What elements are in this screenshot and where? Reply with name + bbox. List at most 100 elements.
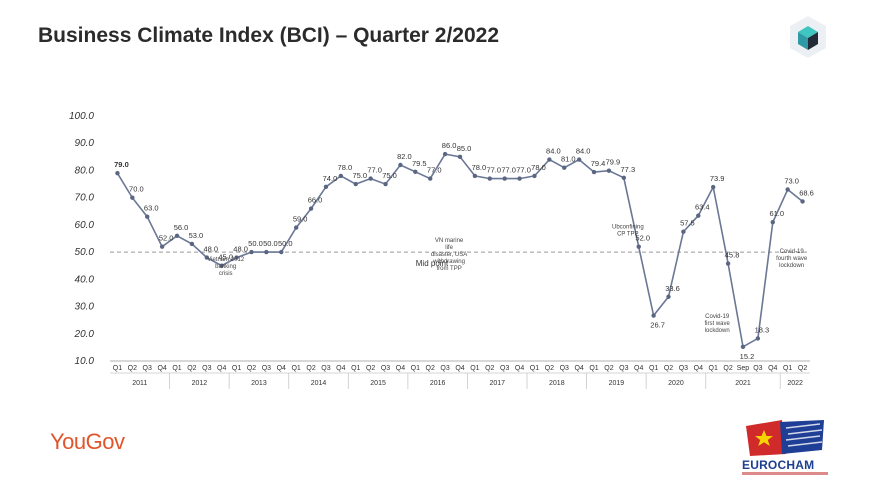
y-tick-label: 50.0 <box>75 247 95 258</box>
x-tick-label: Q2 <box>247 365 256 372</box>
data-point <box>174 233 180 238</box>
x-tick-label: Q1 <box>530 365 539 372</box>
data-point <box>740 344 746 350</box>
midpoint-label: Mid point <box>416 259 449 268</box>
x-tick-label: Q1 <box>172 365 181 372</box>
data-label: 86.0 <box>442 141 457 150</box>
x-tick-label: Q4 <box>157 365 166 372</box>
x-year-label: 2011 <box>132 380 147 387</box>
x-tick-label: Q3 <box>679 365 688 372</box>
x-year-label: 2022 <box>787 380 803 387</box>
data-label: 56.0 <box>174 223 189 232</box>
data-point <box>293 225 299 230</box>
data-point <box>323 184 329 189</box>
data-point <box>353 181 358 187</box>
data-label: 73.9 <box>710 174 725 183</box>
data-point <box>204 255 210 260</box>
data-label: 18.3 <box>755 325 770 334</box>
x-tick-label: Q2 <box>723 365 732 372</box>
data-label: 53.0 <box>189 231 204 240</box>
x-tick-label: Q3 <box>753 365 762 372</box>
data-label: 57.5 <box>680 219 695 228</box>
y-tick-label: 10.0 <box>75 356 95 367</box>
x-tick-label: Q4 <box>396 365 405 372</box>
data-point <box>308 206 314 211</box>
x-tick-label: Q2 <box>306 365 315 372</box>
data-point <box>547 157 552 162</box>
data-point <box>800 199 805 204</box>
data-label: 63.4 <box>695 203 710 212</box>
data-label: 78.0 <box>531 163 546 172</box>
data-point <box>368 176 373 181</box>
x-year-label: 2015 <box>370 380 386 387</box>
yougov-logo: YouGov <box>50 429 125 454</box>
x-tick-label: Q4 <box>277 365 286 372</box>
data-point <box>487 176 492 181</box>
y-tick-label: 80.0 <box>75 165 95 176</box>
data-label: 52.0 <box>635 234 650 243</box>
data-label: 48.0 <box>204 245 219 254</box>
data-label: 77.3 <box>621 165 636 174</box>
data-point <box>428 176 433 181</box>
chart-title: Business Climate Index (BCI) – Quarter 2… <box>38 24 500 47</box>
data-point <box>130 195 135 200</box>
y-tick-label: 40.0 <box>75 274 95 285</box>
x-year-label: 2014 <box>311 380 327 387</box>
data-point <box>770 219 775 225</box>
data-point <box>755 336 761 341</box>
x-tick-label: Sep <box>737 365 750 372</box>
x-tick-label: Q1 <box>589 365 598 372</box>
data-point <box>159 244 165 249</box>
eurocham-logo: EUROCHAM <box>742 458 815 472</box>
data-point <box>457 154 463 160</box>
data-point <box>576 157 582 162</box>
x-tick-label: Q3 <box>143 365 152 372</box>
x-tick-label: Q3 <box>560 365 569 372</box>
data-label: 79.4 <box>591 159 606 168</box>
data-label: 50.0 <box>263 239 278 248</box>
x-tick-label: Q3 <box>202 365 211 372</box>
x-year-label: 2018 <box>549 380 565 387</box>
data-label: 15.2 <box>740 352 755 361</box>
x-tick-label: Q2 <box>604 365 613 372</box>
data-label: 74.0 <box>323 174 338 183</box>
x-tick-label: Q3 <box>440 365 449 372</box>
data-points <box>115 151 805 350</box>
data-point <box>279 249 284 255</box>
x-axis: Q1 Q2 Q3 Q4 Q1 Q2 Q3 Q4 Q1 Q2 Q3 Q4 Q1 Q2 Q3 Q4 Q1 Q2 Q3 Q4… <box>110 360 810 389</box>
y-tick-label: 70.0 <box>75 193 95 204</box>
x-tick-label: Q4 <box>455 365 464 372</box>
data-label: 79.0 <box>114 160 129 169</box>
data-label: 26.7 <box>650 321 665 330</box>
data-label: 77.0 <box>516 166 531 175</box>
x-tick-label: Q2 <box>128 365 137 372</box>
x-year-label: 2012 <box>192 380 208 387</box>
data-label: 79.9 <box>606 158 621 167</box>
data-label: 52.0 <box>159 234 174 243</box>
x-tick-label: Q4 <box>217 365 226 372</box>
y-tick-label: 90.0 <box>75 138 95 149</box>
x-tick-label: Q4 <box>336 365 345 372</box>
x-tick-label: Q4 <box>574 365 583 372</box>
eurocham-flag-icon <box>746 420 824 456</box>
data-point <box>383 181 388 187</box>
x-tick-label: Q1 <box>291 365 300 372</box>
data-point <box>472 173 478 179</box>
data-point <box>621 175 627 180</box>
data-point <box>338 173 344 179</box>
data-label: 61.0 <box>769 209 784 218</box>
x-tick-label: Q1 <box>351 365 360 372</box>
data-label: 50.0 <box>278 239 293 248</box>
data-point <box>413 169 418 175</box>
data-point <box>562 165 567 170</box>
x-tick-label: Q1 <box>113 365 122 372</box>
x-tick-label: Q1 <box>649 365 658 372</box>
data-label: 70.0 <box>129 185 144 194</box>
data-point <box>115 170 120 176</box>
data-point <box>398 162 403 168</box>
data-point <box>532 173 537 179</box>
x-year-label: 2013 <box>251 380 267 387</box>
x-year-label: 2020 <box>668 380 684 387</box>
data-label: 84.0 <box>576 147 591 156</box>
